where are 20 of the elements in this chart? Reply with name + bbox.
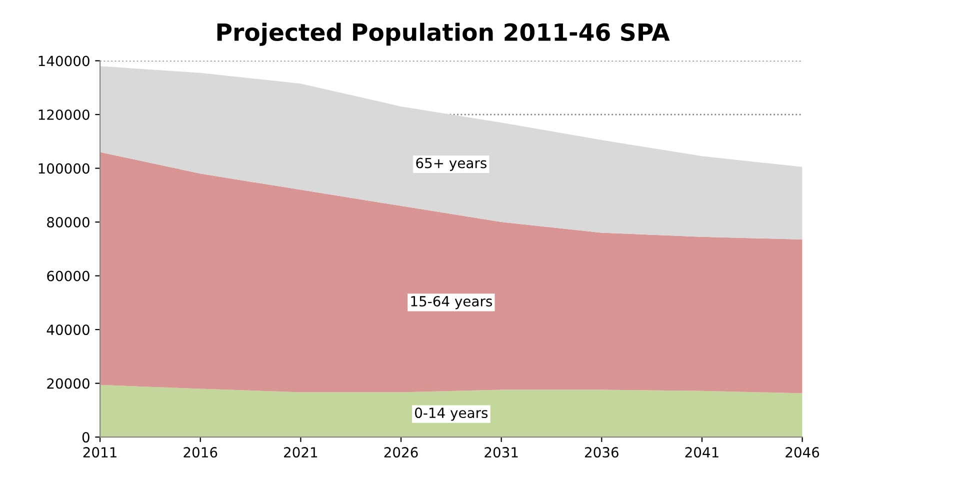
- chart-title: Projected Population 2011-46 SPA: [217, 22, 670, 46]
- y-tick-label: 120000: [38, 109, 90, 120]
- x-tick-label: 2046: [786, 447, 820, 458]
- x-tick-label: 2026: [384, 447, 418, 458]
- series-label: 0-14 years: [415, 408, 488, 421]
- y-tick-label: 80000: [47, 217, 90, 228]
- x-tick-label: 2016: [184, 447, 218, 458]
- y-tick-label: 20000: [47, 378, 90, 389]
- y-tick-label: 60000: [47, 270, 90, 282]
- y-tick-label: 40000: [46, 324, 90, 336]
- x-tick-label: 2021: [284, 447, 318, 458]
- series-label: 65+ years: [416, 158, 486, 171]
- y-tick-label: 140000: [38, 56, 90, 66]
- y-tick-label: 0: [82, 432, 90, 443]
- y-tick-label: 100000: [38, 163, 90, 174]
- x-tick-label: 2041: [685, 447, 718, 458]
- x-tick-label: 2031: [484, 447, 518, 458]
- series-label: 15-64 years: [411, 296, 492, 310]
- x-tick-label: 2011: [83, 447, 116, 458]
- x-tick-label: 2036: [585, 447, 618, 458]
